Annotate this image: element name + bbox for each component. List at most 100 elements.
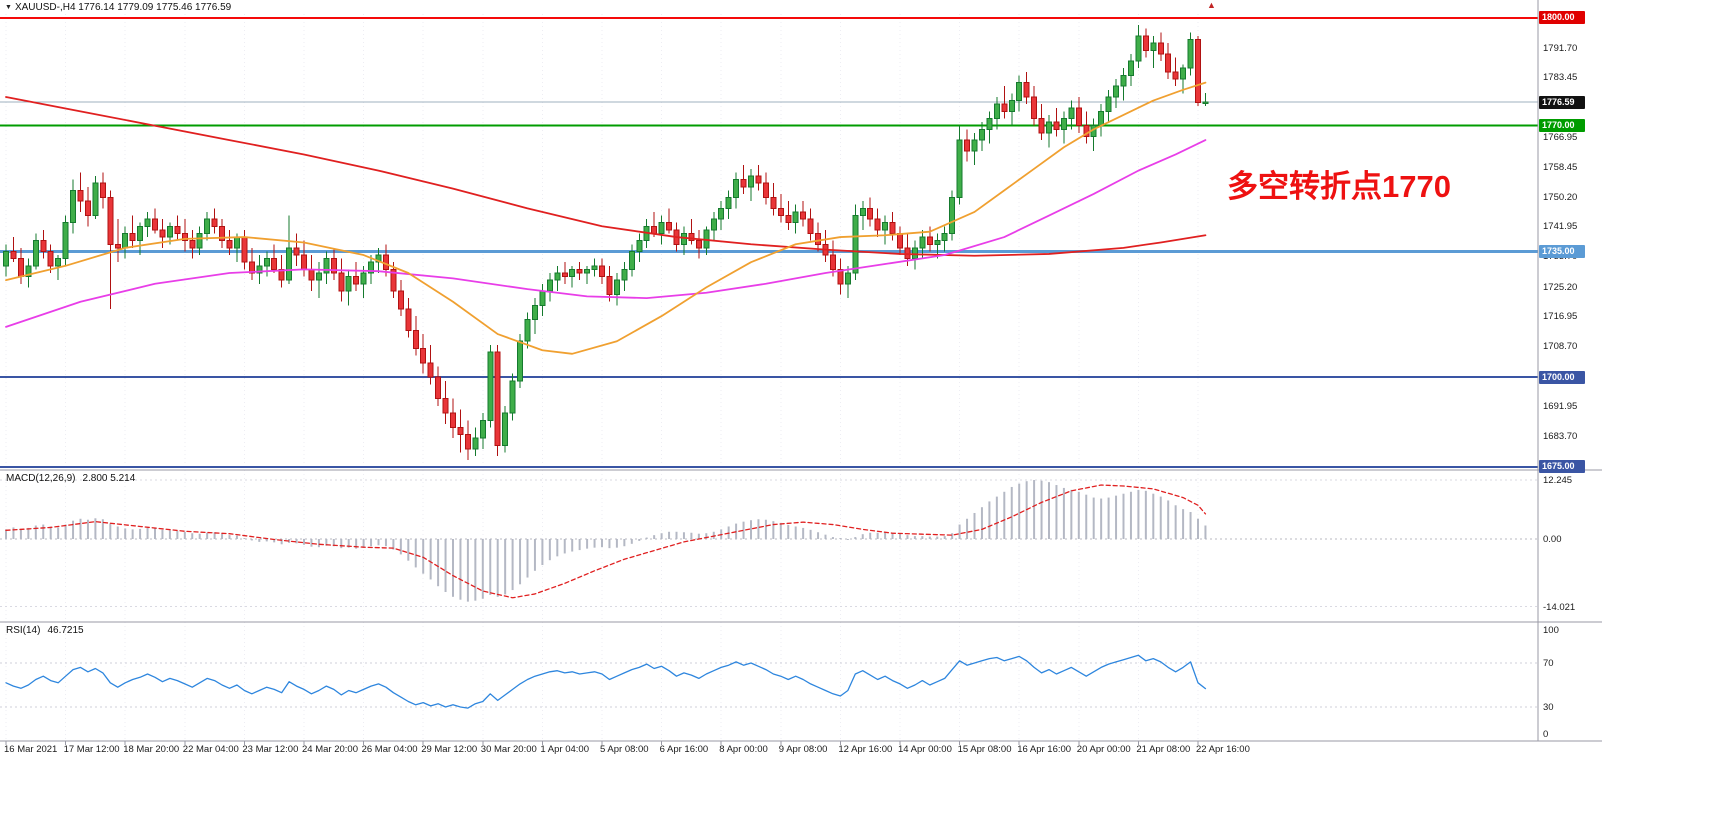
candle-body — [405, 308, 412, 331]
candle-body — [1008, 100, 1015, 112]
candle-body — [956, 139, 963, 199]
candle-body — [211, 218, 218, 227]
candle-body — [755, 175, 762, 184]
candle-body — [584, 268, 591, 274]
candle-body — [25, 265, 32, 278]
candle-body — [524, 319, 531, 342]
candle-body — [3, 250, 9, 267]
candle-body — [688, 232, 695, 242]
candle-body — [621, 268, 628, 281]
candle-body — [606, 276, 613, 296]
candle-body — [613, 279, 620, 296]
symbol-ohlc-text: XAUUSD-,H4 1776.14 1779.09 1775.46 1776.… — [14, 2, 232, 13]
candle-body — [62, 222, 69, 260]
candle-body — [412, 329, 419, 349]
candle-body — [926, 236, 933, 245]
candle-body — [159, 229, 166, 238]
candle-body — [658, 222, 665, 234]
candle-body — [1142, 35, 1149, 51]
candle-body — [323, 258, 330, 274]
candle-body — [748, 175, 754, 188]
candle-body — [897, 232, 903, 249]
candle-body — [1098, 110, 1105, 127]
candle-body — [1031, 96, 1038, 120]
candle-body — [301, 254, 307, 270]
candle-body — [353, 276, 360, 285]
candle-body — [852, 215, 859, 274]
candle-body — [986, 118, 993, 130]
candle-body — [1083, 125, 1090, 137]
candle-body — [725, 197, 732, 209]
candle-body — [837, 268, 844, 285]
candle-body — [1120, 74, 1127, 87]
candle-body — [464, 434, 471, 450]
candle-body — [174, 225, 181, 234]
macd-indicator-label: MACD(12,26,9) 2.800 5.214 — [6, 473, 135, 484]
candle-body — [1135, 35, 1142, 62]
macd-panel — [0, 479, 1538, 608]
candle-body — [345, 276, 352, 292]
candle-body — [680, 232, 687, 245]
candle-body — [502, 412, 509, 446]
candle-body — [1053, 121, 1060, 130]
candle-body — [1060, 118, 1067, 130]
candle-body — [919, 236, 926, 249]
candle-body — [397, 290, 404, 310]
candle-body — [70, 189, 77, 224]
candle-body — [1001, 103, 1008, 112]
candle-body — [450, 412, 456, 428]
candle-body — [114, 243, 121, 249]
candle-body — [122, 232, 129, 249]
candle-body — [375, 254, 382, 263]
candle-body — [32, 240, 39, 267]
candle-body — [762, 182, 769, 199]
candle-body — [10, 250, 17, 260]
rsi-indicator-label: RSI(14) 46.7215 — [6, 625, 84, 636]
candle-body — [181, 232, 188, 242]
candle-body — [1165, 53, 1172, 73]
candle-body — [278, 268, 285, 281]
candle-body — [740, 179, 747, 188]
candle-body — [1075, 107, 1082, 127]
candle-body — [99, 182, 106, 199]
candle-body — [1150, 42, 1157, 51]
ma-slow-red — [5, 96, 1207, 257]
candle-body — [695, 240, 702, 249]
candle-body — [1127, 60, 1134, 76]
candle-body — [17, 258, 24, 278]
candle-body — [703, 229, 710, 249]
chart-info-line: ▼ XAUUSD-,H4 1776.14 1779.09 1775.46 1776… — [5, 2, 231, 13]
candle-body — [420, 347, 427, 364]
macd-values: 2.800 5.214 — [82, 473, 136, 484]
candle-body — [152, 218, 158, 231]
candle-body — [1016, 82, 1023, 102]
candle-body — [219, 225, 226, 242]
rsi-panel — [0, 662, 1538, 708]
candle-body — [509, 380, 516, 414]
candle-body — [792, 211, 799, 224]
candle-body — [1187, 39, 1194, 69]
candle-body — [47, 250, 54, 267]
annotation-text: 多空转折点1770 — [1227, 169, 1451, 204]
candle-body — [636, 240, 643, 252]
candle-body — [517, 340, 524, 382]
candle-body — [546, 279, 553, 292]
rsi-line — [5, 654, 1207, 709]
candle-body — [129, 232, 136, 242]
rsi-value: 46.7215 — [47, 625, 84, 636]
candle-body — [189, 240, 196, 249]
macd-signal-line — [5, 484, 1207, 599]
candle-body — [457, 426, 464, 436]
candle-body — [777, 207, 784, 217]
candle-body — [1180, 67, 1187, 80]
candle-body — [1195, 39, 1201, 103]
rsi-name: RSI(14) — [6, 625, 41, 636]
candle-body — [390, 268, 397, 292]
candle-body — [1023, 82, 1030, 98]
candle-body — [651, 225, 658, 234]
candle-body — [233, 236, 240, 249]
candle-body — [330, 258, 337, 274]
candle-body — [487, 351, 494, 421]
